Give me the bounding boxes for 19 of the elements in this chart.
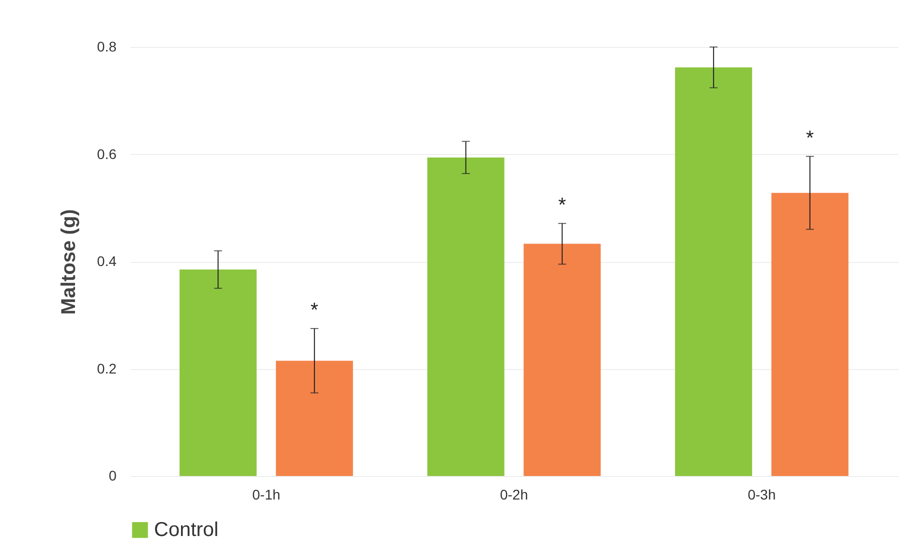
legend-label: Control (154, 519, 218, 541)
y-tick-label: 0.4 (97, 253, 117, 269)
bar (427, 157, 504, 476)
bar (276, 360, 353, 476)
x-tick-label: 0-1h (252, 486, 280, 502)
annotation: * (806, 127, 814, 150)
y-tick-label: 0 (108, 468, 117, 484)
bar (675, 67, 752, 476)
annotation: * (558, 194, 566, 216)
x-tick-label: 0-3h (748, 486, 776, 502)
y-tick-label: 0.2 (97, 360, 117, 376)
bar (771, 192, 848, 476)
bar (524, 244, 601, 476)
y-tick-label: 0.8 (97, 38, 117, 54)
y-tick-label: 0.6 (97, 146, 117, 162)
annotation: * (310, 300, 319, 322)
y-axis-title: Maltose (g) (58, 209, 80, 315)
bar (180, 270, 257, 476)
x-tick-label: 0-2h (500, 486, 528, 502)
